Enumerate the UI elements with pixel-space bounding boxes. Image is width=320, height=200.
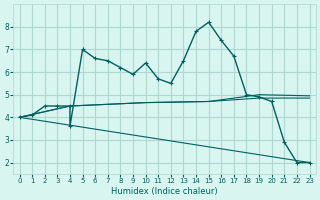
X-axis label: Humidex (Indice chaleur): Humidex (Indice chaleur) bbox=[111, 187, 218, 196]
